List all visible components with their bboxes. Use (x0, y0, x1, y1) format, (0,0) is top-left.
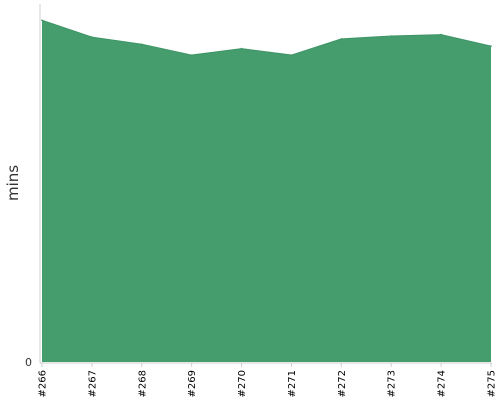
x-tick-label: #274 (437, 370, 448, 397)
x-tick-label: #275 (487, 370, 498, 397)
data-point (140, 43, 143, 46)
data-point (440, 33, 442, 36)
x-tick-label: #269 (187, 370, 198, 397)
y-tick-label-0: 0 (25, 356, 32, 369)
data-point (340, 38, 343, 40)
data-point (390, 35, 393, 37)
x-tick-label: #270 (237, 370, 248, 397)
x-tick-label: #273 (387, 370, 398, 397)
data-point (41, 19, 43, 22)
data-point (91, 36, 93, 38)
area-top-line (41, 19, 492, 56)
x-tick-label: #272 (337, 370, 348, 397)
y-axis-label: mins (4, 165, 22, 201)
area-series (41, 19, 492, 363)
data-point (290, 54, 293, 56)
data-point (490, 45, 492, 47)
x-tick-labels: #266 #267 #268 #269 #270 #271 #272 #273 #274 #275 (38, 363, 498, 397)
data-point (190, 54, 193, 56)
x-tick-label: #267 (87, 370, 98, 397)
x-tick-label: #266 (38, 370, 49, 397)
x-tick-label: #268 (137, 370, 148, 397)
data-point (240, 47, 243, 50)
area-fill (42, 20, 491, 363)
x-tick-label: #271 (287, 370, 298, 397)
